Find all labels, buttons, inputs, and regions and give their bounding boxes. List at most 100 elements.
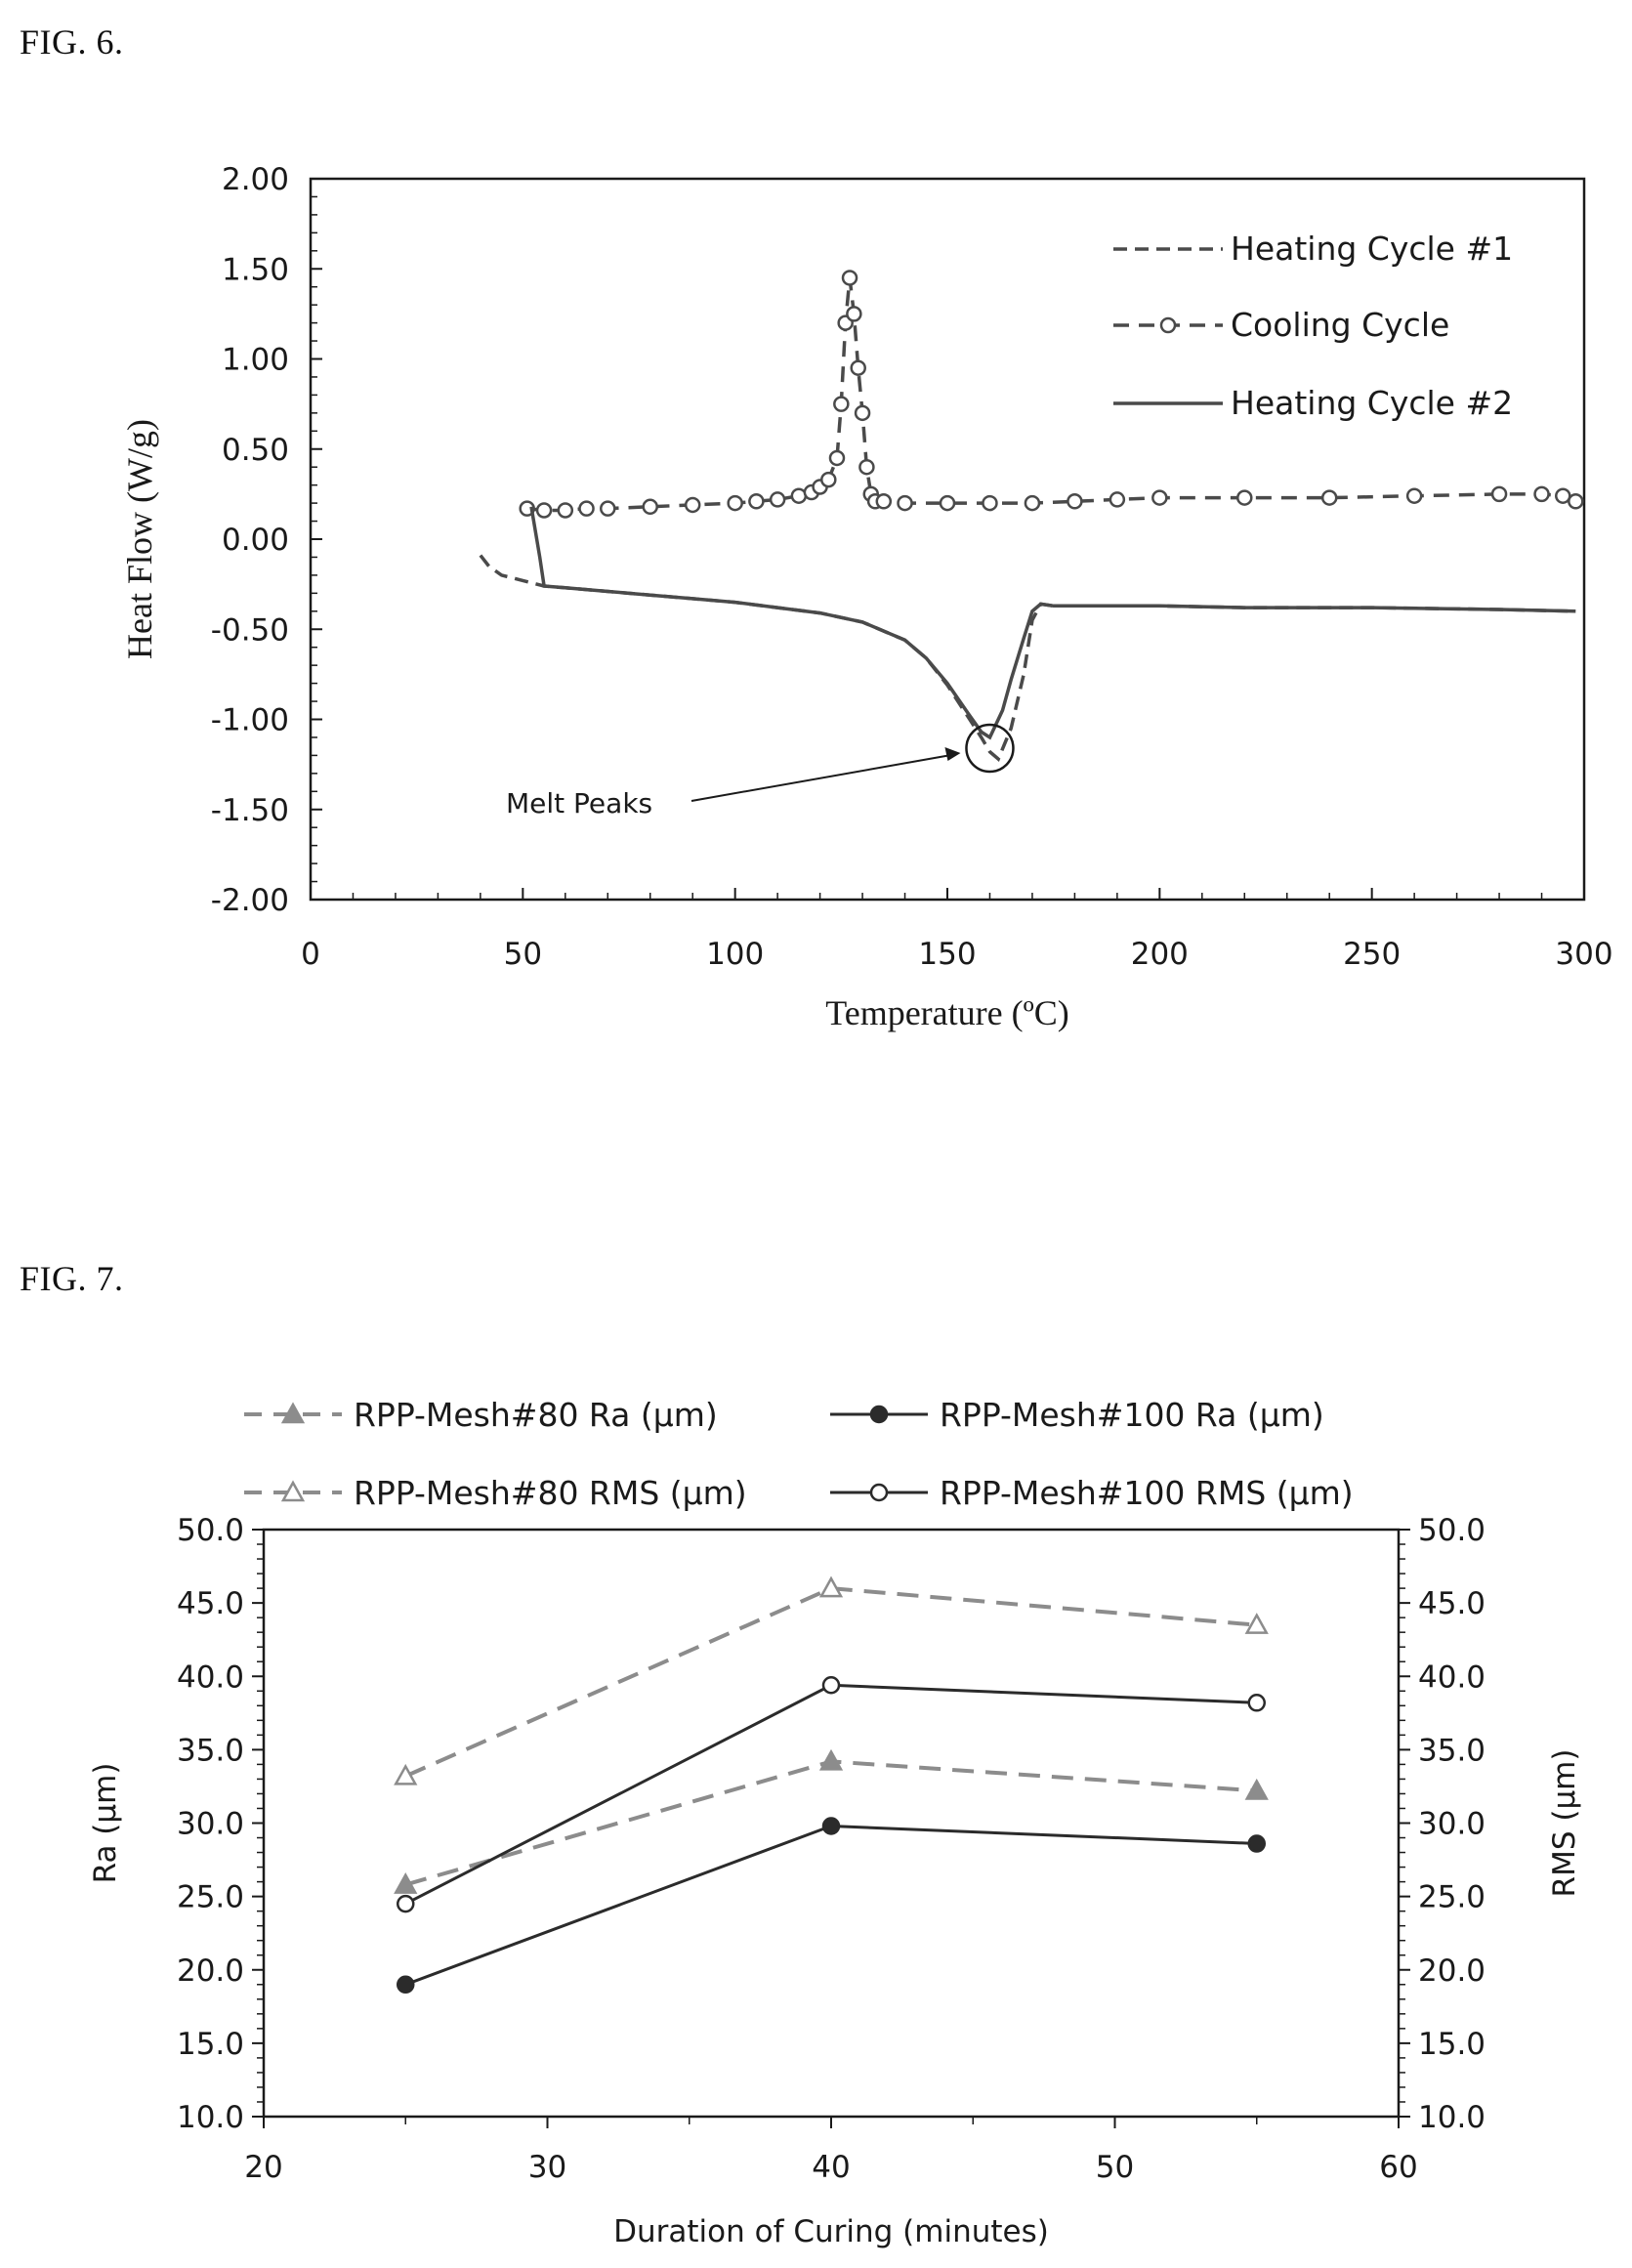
legend-marker [280,1402,306,1424]
cooling-point [1568,493,1584,510]
x-tick-label: 0 [301,937,320,972]
y-tick-label: 0.50 [222,433,289,468]
y2-tick-label: 50.0 [1418,1513,1486,1548]
y-tick-label: -1.50 [211,793,289,828]
y-tick-label: 10.0 [177,2100,244,2135]
data-point-rpp-mesh-80-rms-m [1244,1613,1269,1634]
cooling-point [1151,489,1168,506]
cooling-point [875,493,893,510]
x-tick-label: 100 [706,937,764,972]
cooling-point [727,494,743,512]
legend-label: Heating Cycle #2 [1231,384,1513,422]
y-tick-label: 1.50 [222,252,289,287]
y-tick-label: 1.00 [222,343,289,378]
y-tick-label: 30.0 [177,1807,244,1842]
cooling-point [833,396,850,412]
melt-peak-circle [965,723,1015,774]
y-tick-label: -0.50 [211,612,289,648]
y2-tick-label: 15.0 [1418,2027,1486,2062]
y2-tick-label: 30.0 [1418,1807,1486,1842]
cooling-point [642,498,658,516]
x-tick-label: 60 [1379,2150,1417,2185]
x-tick-label: 40 [812,2150,850,2185]
cooling-point [939,494,956,512]
cooling-point [600,500,616,517]
x-tick-label: 50 [504,937,542,972]
cooling-point [769,491,786,508]
cooling-point [846,306,862,322]
legend-label: RPP-Mesh#80 Ra (μm) [354,1396,718,1434]
legend-marker [1159,316,1177,334]
y-tick-label: 15.0 [177,2027,244,2062]
x-tick-label: 50 [1096,2150,1134,2185]
cooling-point [850,359,866,376]
cooling-point [1320,489,1338,506]
cooling-point [1236,489,1253,506]
data-point-rpp-mesh-100-rms-m [1247,1694,1266,1712]
y2-tick-label: 10.0 [1418,2100,1486,2135]
cooling-point [1109,491,1126,508]
cooling-point [535,502,553,519]
data-point-rpp-mesh-80-ra-m [394,1872,418,1894]
figure-7-label: FIG. 7. [20,1259,124,1298]
data-point-rpp-mesh-80-rms-m [394,1763,418,1785]
annotation-arrowhead [944,747,961,762]
y-tick-label: 40.0 [177,1659,244,1695]
legend-marker [869,1405,889,1424]
series-line-cooling-cycle [526,277,1576,513]
cooling-point [557,502,574,519]
x-tick-label: 300 [1555,937,1612,972]
cooling-point [897,494,913,512]
x-axis-title: Temperature (ºC) [825,993,1069,1032]
data-point-rpp-mesh-80-ra-m [818,1748,844,1771]
cooling-point [1533,485,1550,503]
y-tick-label: -2.00 [211,883,289,918]
cooling-point [578,500,595,517]
y-axis-title: Heat Flow (W/g) [120,419,159,659]
figure-6-label: FIG. 6. [20,22,124,62]
y2-tick-label: 40.0 [1418,1659,1486,1695]
legend-label: Heating Cycle #1 [1231,230,1513,268]
cooling-point [1405,487,1423,504]
legend-marker [869,1483,889,1502]
y-tick-label: 50.0 [177,1513,244,1548]
legend-label: RPP-Mesh#100 Ra (μm) [940,1396,1324,1434]
series-line-heating-cycle-2 [529,506,1576,740]
legend-label: Cooling Cycle [1231,306,1449,344]
legend-marker [280,1480,306,1502]
cooling-point [854,404,871,422]
y2-tick-label: 35.0 [1418,1733,1486,1768]
y-tick-label: 45.0 [177,1586,244,1621]
legend-label: RPP-Mesh#80 RMS (μm) [354,1474,747,1512]
heat-flow-chart: 2.00 1.50 1.00 0.50 0.00 -0.50 -1.00 -1.50 -2.00… [120,162,1613,1032]
x-tick-label: 200 [1131,937,1189,972]
data-point-rpp-mesh-100-rms-m [821,1676,841,1695]
data-point-rpp-mesh-100-rms-m [397,1894,415,1913]
x-tick-label: 150 [918,937,976,972]
series-line-rpp-mesh-100-ra-m [404,1824,1257,1987]
cooling-point [828,449,846,467]
data-point-rpp-mesh-100-ra-m [397,1975,415,1995]
cooling-point [1024,494,1041,512]
y2-tick-label: 20.0 [1418,1953,1486,1989]
data-point-rpp-mesh-100-ra-m [821,1817,841,1835]
y2-tick-label: 45.0 [1418,1586,1486,1621]
melt-peaks-annotation: Melt Peaks [506,787,652,819]
cooling-point [1490,485,1508,503]
x-tick-label: 30 [528,2150,566,2185]
cooling-point [858,458,875,476]
cooling-point [1067,493,1083,510]
y2-axis-title: RMS (μm) [1547,1749,1582,1898]
cooling-point [748,493,765,510]
cooling-point [820,471,837,488]
data-point-rpp-mesh-100-ra-m [1247,1834,1266,1853]
y-axis-title: Ra (μm) [88,1763,123,1884]
cooling-point [684,496,701,514]
cooling-point [841,270,858,286]
y2-tick-label: 25.0 [1418,1880,1486,1915]
y-tick-label: 35.0 [177,1733,244,1768]
x-axis-title: Duration of Curing (minutes) [613,2214,1049,2249]
y-tick-label: 25.0 [177,1880,244,1915]
data-point-rpp-mesh-80-ra-m [1244,1778,1269,1800]
